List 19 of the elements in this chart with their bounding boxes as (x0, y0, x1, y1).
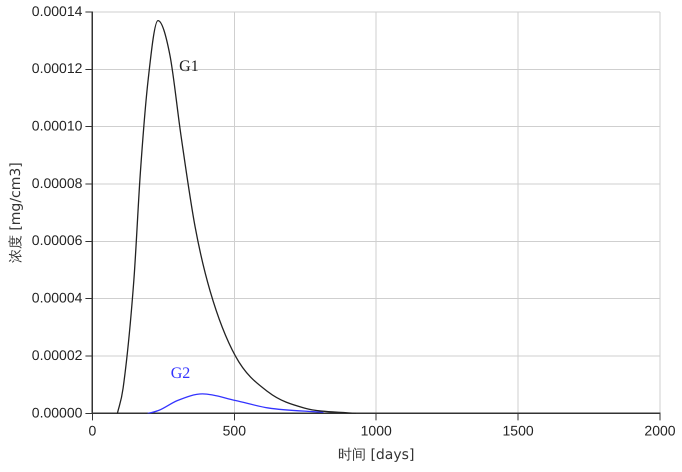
x-tick-label: 1000 (360, 422, 392, 439)
y-axis-title: 浓度 [mg/cm3] (8, 162, 24, 264)
x-axis-title: 时间 [days] (338, 447, 414, 464)
series-label: G2 (170, 365, 190, 382)
y-tick-label: 0.00000 (32, 404, 83, 420)
x-tick-label: 0 (88, 422, 97, 439)
y-tick-label: 0.00004 (32, 290, 83, 306)
line-series (147, 393, 324, 414)
x-tick-label: 2000 (644, 422, 676, 439)
y-tick-label: 0.00008 (32, 174, 83, 191)
y-tick-label: 0.00006 (32, 232, 83, 248)
x-tick-label: 1500 (502, 422, 534, 439)
y-tick-label: 0.00012 (32, 60, 83, 76)
y-tick-label: 0.00010 (32, 118, 83, 134)
y-tick-label: 0.00002 (32, 346, 83, 363)
x-tick-label: 500 (222, 422, 246, 439)
series-label: G1 (179, 58, 199, 75)
y-tick-label: 0.00014 (32, 2, 83, 19)
line-series (116, 20, 356, 414)
